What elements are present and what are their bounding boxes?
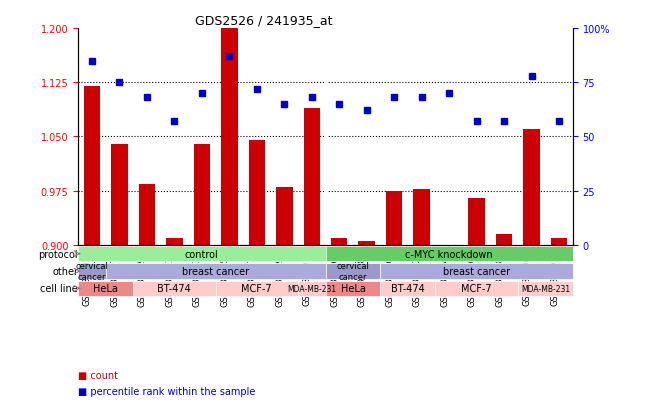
FancyBboxPatch shape <box>298 281 326 297</box>
Bar <box>166 238 182 413</box>
FancyBboxPatch shape <box>326 263 380 279</box>
Text: ■ percentile rank within the sample: ■ percentile rank within the sample <box>78 387 255 396</box>
Text: cervical
cancer: cervical cancer <box>76 262 108 281</box>
Text: BT-474: BT-474 <box>158 284 191 294</box>
Bar <box>469 199 485 413</box>
Bar <box>441 253 458 413</box>
Text: ■ count: ■ count <box>78 370 118 380</box>
FancyBboxPatch shape <box>105 263 326 279</box>
Text: MCF-7: MCF-7 <box>242 284 272 294</box>
FancyBboxPatch shape <box>436 281 518 297</box>
Text: MCF-7: MCF-7 <box>462 284 492 294</box>
Text: cervical
cancer: cervical cancer <box>337 262 369 281</box>
Text: breast cancer: breast cancer <box>182 266 249 276</box>
Bar <box>276 188 292 413</box>
Text: cell line: cell line <box>40 284 78 294</box>
FancyBboxPatch shape <box>78 263 105 279</box>
Text: c-MYC knockdown: c-MYC knockdown <box>406 249 493 259</box>
Bar <box>413 189 430 413</box>
FancyBboxPatch shape <box>215 281 298 297</box>
Text: MDA-MB-231: MDA-MB-231 <box>287 284 337 293</box>
Bar <box>331 238 348 413</box>
Text: GDS2526 / 241935_at: GDS2526 / 241935_at <box>195 14 333 27</box>
FancyBboxPatch shape <box>380 263 573 279</box>
Bar <box>221 29 238 413</box>
FancyBboxPatch shape <box>78 246 326 262</box>
FancyBboxPatch shape <box>380 281 436 297</box>
Text: HeLa: HeLa <box>340 284 365 294</box>
FancyBboxPatch shape <box>133 281 215 297</box>
FancyBboxPatch shape <box>326 281 380 297</box>
Bar <box>496 235 512 413</box>
Bar <box>139 184 155 413</box>
FancyBboxPatch shape <box>78 281 133 297</box>
Bar <box>359 242 375 413</box>
Bar <box>386 191 402 413</box>
Bar <box>83 87 100 413</box>
Bar <box>111 145 128 413</box>
Bar <box>249 141 265 413</box>
Bar <box>551 238 568 413</box>
Text: breast cancer: breast cancer <box>443 266 510 276</box>
FancyBboxPatch shape <box>518 281 573 297</box>
Bar <box>303 108 320 413</box>
Text: control: control <box>185 249 219 259</box>
Text: BT-474: BT-474 <box>391 284 425 294</box>
Text: other: other <box>52 266 78 276</box>
Text: HeLa: HeLa <box>93 284 118 294</box>
Text: protocol: protocol <box>38 249 78 259</box>
Bar <box>523 130 540 413</box>
Bar <box>193 145 210 413</box>
FancyBboxPatch shape <box>326 246 573 262</box>
Text: MDA-MB-231: MDA-MB-231 <box>521 284 570 293</box>
